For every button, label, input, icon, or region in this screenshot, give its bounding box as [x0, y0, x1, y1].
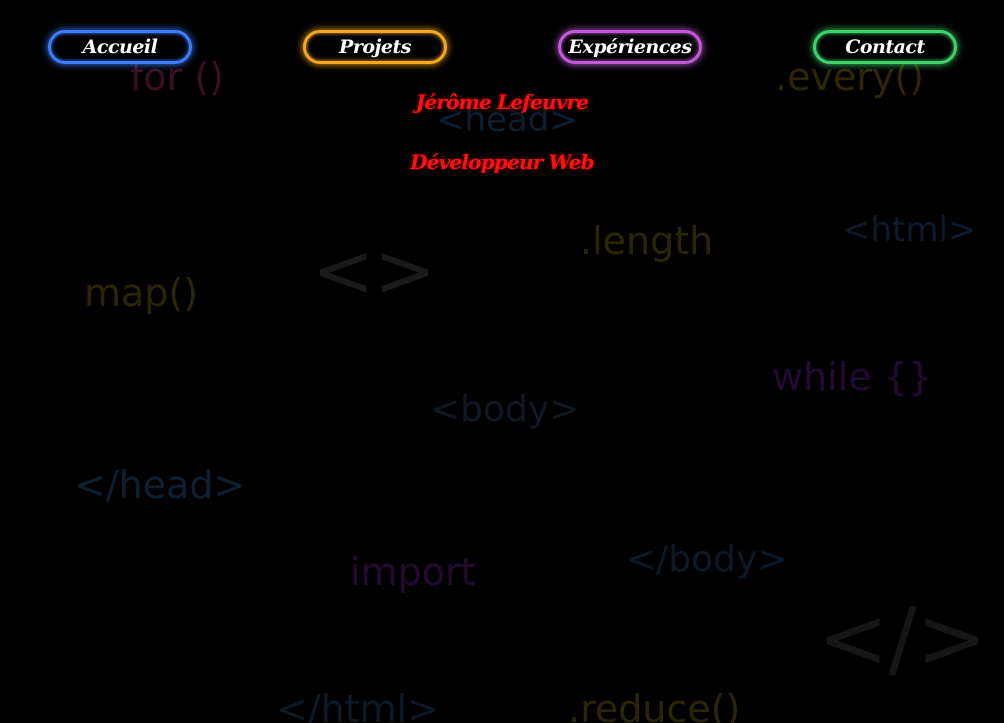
bg-word-body-open: <body> — [430, 389, 580, 430]
nav-projets-button[interactable]: Projets — [303, 30, 447, 64]
bg-word-reduce: .reduce() — [568, 687, 741, 723]
bg-word-angle-brackets: <> — [312, 228, 437, 314]
bg-word-for: for () — [130, 55, 224, 99]
bg-word-every: .every() — [775, 55, 925, 99]
bg-word-while: while {} — [772, 355, 933, 399]
nav-accueil-button[interactable]: Accueil — [48, 30, 192, 64]
bg-word-head-open: <head> — [436, 100, 578, 140]
bg-word-map: map() — [84, 271, 199, 315]
nav-contact-button[interactable]: Contact — [813, 30, 957, 64]
bg-word-html-open: <html> — [842, 210, 977, 250]
hero-role: Développeur Web — [410, 150, 594, 174]
bg-word-body-close: </body> — [626, 539, 788, 580]
hero-name: Jérôme Lefeuvre — [415, 90, 589, 114]
bg-word-head-close: </head> — [74, 463, 246, 507]
nav-experiences-button[interactable]: Expériences — [558, 30, 702, 64]
bg-word-html-close: </html> — [276, 687, 440, 723]
bg-word-slash-brackets: </> — [818, 589, 988, 687]
bg-word-length: .length — [580, 219, 714, 263]
bg-word-import: import — [350, 550, 476, 594]
